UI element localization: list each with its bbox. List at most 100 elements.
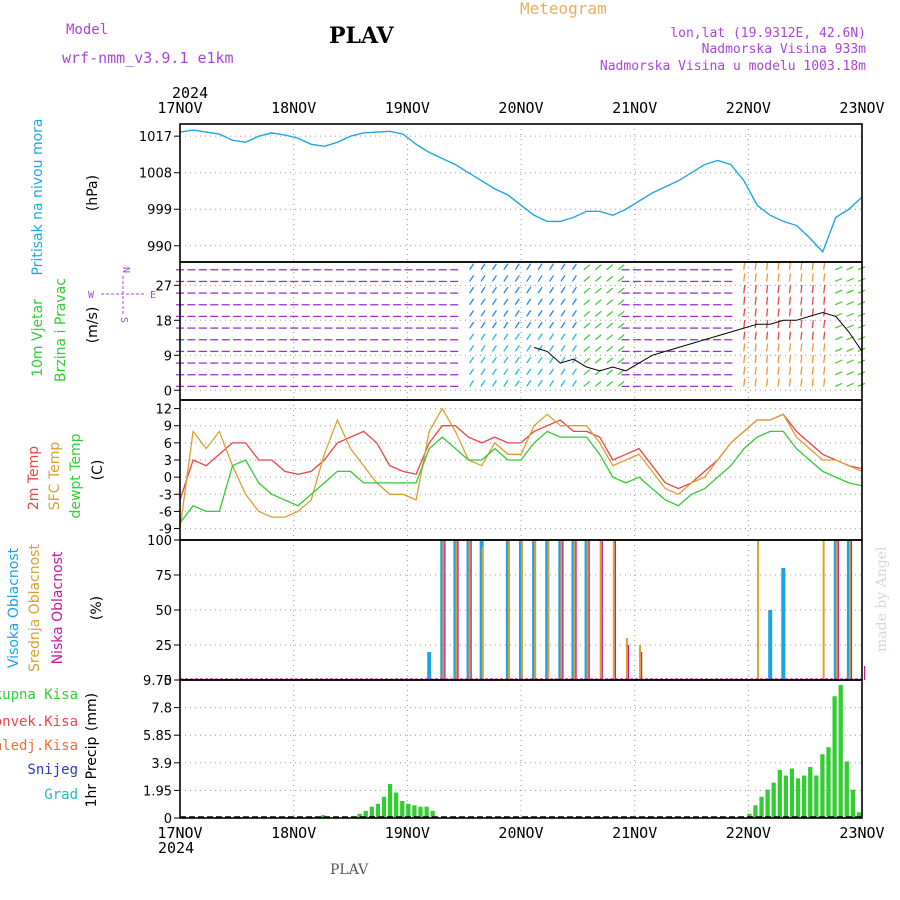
precip-bar	[771, 782, 776, 818]
wind-arrow	[834, 277, 843, 283]
model-name: wrf-nmm_v3.9.1 e1km	[62, 49, 234, 67]
wind-arrow	[834, 359, 843, 364]
wind-arrow	[537, 356, 543, 364]
wind-arrow	[571, 263, 577, 271]
wind-arrow	[788, 285, 792, 294]
wind-arrow	[549, 275, 555, 282]
wind-arrow	[777, 296, 780, 305]
mid_cloud-bar	[547, 540, 550, 680]
wind-arrow	[526, 333, 532, 341]
wind-arrow	[491, 345, 497, 352]
wind-arrow	[480, 345, 486, 352]
wind-arrow	[754, 285, 757, 294]
wind-arrow	[594, 334, 602, 341]
low_cloud-bar	[588, 540, 590, 680]
wind-arrow	[480, 380, 486, 387]
wind-arrow	[571, 333, 577, 341]
wind-arrow	[754, 273, 757, 282]
y-tick-label: 0	[164, 674, 172, 689]
mid_cloud-bar	[507, 540, 510, 680]
x-tick-label-top: 17NOV	[157, 99, 202, 117]
wind-arrow	[469, 356, 475, 364]
wind-arrow	[514, 298, 520, 306]
wind-arrow	[606, 310, 614, 317]
temp2m-label: 2m Temp	[26, 446, 42, 510]
compass-south: S	[118, 317, 129, 323]
wind-arrow	[777, 273, 780, 282]
wind-arrow	[583, 322, 591, 329]
low_cloud-bar	[614, 540, 617, 680]
legend-snow: Snijeg	[27, 762, 78, 778]
cloud-unit: (%)	[89, 596, 105, 620]
wind-arrow	[549, 298, 555, 306]
wind-arrow	[469, 275, 475, 282]
wind-arrow	[469, 286, 475, 294]
y-tick-label: 27	[155, 279, 172, 294]
wind-arrow	[583, 380, 591, 387]
wind-arrow	[480, 368, 486, 376]
x-tick-label-bottom: 20NOV	[498, 824, 543, 842]
precip-bar	[412, 805, 417, 818]
wind-arrow	[537, 345, 543, 352]
wind-arrow	[549, 356, 555, 364]
wind-arrow	[834, 289, 843, 294]
wind-arrow	[800, 308, 803, 317]
wind-arrow	[526, 298, 532, 306]
wind-arrow	[834, 347, 843, 353]
wind-arrow	[526, 263, 532, 271]
wind-arrow	[765, 343, 769, 352]
model-label: Model	[66, 22, 108, 38]
mid_cloud-bar	[612, 540, 615, 680]
mid_cloud-bar	[848, 540, 851, 680]
wind-arrow	[480, 321, 486, 329]
y-tick-label: 999	[147, 203, 172, 218]
wind-arrow	[777, 285, 780, 294]
temp2m-series-line	[179, 413, 863, 501]
wind-arrow	[583, 345, 591, 352]
wind-arrow	[503, 333, 509, 341]
precip-bar	[406, 803, 411, 818]
precip-bar	[856, 812, 862, 818]
wind-arrow	[811, 378, 814, 387]
wind-arrow	[560, 310, 566, 317]
low_cloud-bar	[837, 540, 839, 680]
wind-arrow	[823, 331, 826, 340]
y-tick-label: 5.85	[143, 729, 172, 744]
wind-arrow	[846, 324, 854, 329]
wind-arrow	[503, 310, 509, 317]
mid_cloud-bar	[455, 540, 458, 680]
low_cloud-bar	[864, 666, 866, 680]
x-tick-label-bottom: 21NOV	[612, 824, 657, 842]
wind-arrow	[514, 368, 520, 376]
precip-bar	[789, 768, 795, 818]
wind-arrow	[617, 310, 625, 317]
wind-arrow	[480, 263, 486, 271]
wind-arrow	[617, 299, 625, 306]
low_cloud-bar	[850, 540, 853, 680]
wind-arrow	[571, 368, 577, 376]
wind-arrow	[788, 308, 792, 317]
plot-layer: 17NOV 17NOV 18NOV 18NOV 19NOV 19NOV 20NOV 20NOV…	[139, 99, 885, 842]
wind-arrow	[526, 275, 532, 282]
wind-arrow	[765, 296, 769, 305]
wind-arrow	[823, 343, 826, 352]
wind-arrow	[846, 301, 854, 306]
wind-arrow	[823, 308, 826, 317]
wind-arrow	[846, 382, 854, 387]
wind-arrow	[537, 368, 543, 376]
wind-arrow	[549, 333, 555, 341]
mid_cloud-bar	[757, 540, 760, 680]
wind-arrow	[514, 333, 520, 341]
sfc_temp-series-line	[179, 407, 863, 529]
wind-arrow	[834, 382, 843, 387]
wind-arrow	[754, 296, 757, 305]
wind-arrow	[503, 298, 509, 306]
wind-arrow	[834, 312, 843, 318]
wind-arrow	[834, 336, 843, 341]
y-tick-label: 9.75	[143, 674, 172, 689]
legend-total-rain: Ukupna Kisa	[0, 687, 78, 703]
wind-arrow	[788, 366, 792, 375]
wind-arrow	[560, 321, 566, 329]
high_cloud-bar	[768, 610, 773, 680]
